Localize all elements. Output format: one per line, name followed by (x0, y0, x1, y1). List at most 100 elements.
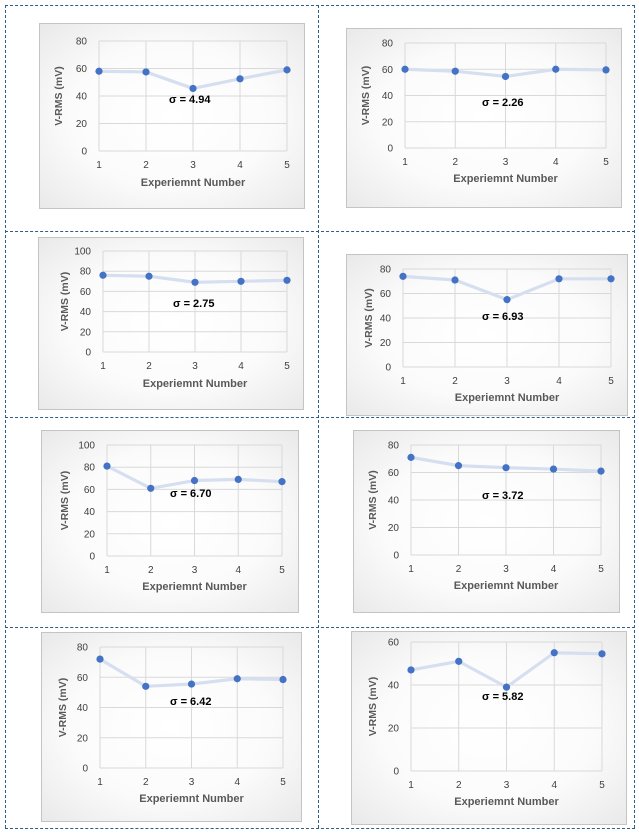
y-tick-label: 80 (382, 39, 394, 50)
x-tick-label: 1 (400, 376, 406, 387)
std-dev-annotation: σ = 2.75 (173, 298, 214, 310)
x-tick-label: 4 (234, 777, 240, 788)
chart-panel-3: 0 20 40 60 80 100 1 2 3 4 5 V-RMS (mV) Experiemnt Nu… (38, 237, 304, 410)
chart-svg: 0 20 40 60 80 1 2 3 4 5 V-RMS (mV) Experiemnt Numbe… (367, 441, 605, 592)
y-tick-label: 80 (76, 37, 88, 48)
y-tick-label: 20 (388, 724, 400, 735)
grid-divider (634, 5, 635, 828)
chart-svg: 0 20 40 60 80 100 1 2 3 4 5 V-RMS (mV) Experiemnt Nu… (59, 441, 286, 593)
data-point (501, 72, 510, 81)
x-axis-label: Experiemnt Number (455, 392, 560, 404)
y-tick-label: 40 (388, 496, 400, 507)
grid-divider (318, 5, 319, 828)
grid-divider (5, 627, 635, 628)
x-tick-label: 5 (284, 160, 290, 171)
x-tick-label: 3 (190, 160, 196, 171)
y-tick-label: 20 (382, 117, 394, 128)
std-dev-annotation: σ = 6.93 (482, 311, 523, 323)
data-point (189, 84, 197, 93)
grid-divider (5, 828, 635, 829)
data-point (550, 649, 558, 657)
x-tick-label: 1 (104, 565, 110, 576)
y-axis-label: V-RMS (mV) (360, 66, 372, 126)
x-tick-label: 5 (279, 565, 285, 576)
x-tick-label: 5 (603, 157, 609, 168)
x-tick-label: 2 (452, 157, 458, 168)
data-point (502, 683, 511, 691)
x-axis-label: Experiemnt Number (454, 796, 559, 808)
chart-panel-8: 0 20 40 60 1 2 3 4 5 V-RMS (mV) Experiemnt Number σ… (351, 631, 627, 825)
x-tick-label: 3 (192, 361, 198, 372)
y-tick-label: 40 (84, 507, 96, 518)
data-point (552, 65, 560, 73)
chart-panel-2: 0 20 40 60 80 1 2 3 4 5 V-RMS (mV) Experiemnt Numbe… (346, 28, 622, 208)
x-tick-label: 3 (189, 777, 195, 788)
x-tick-label: 4 (237, 160, 243, 171)
x-tick-label: 3 (504, 780, 510, 791)
x-tick-label: 4 (553, 157, 559, 168)
data-point (451, 67, 459, 75)
y-tick-label: 60 (380, 289, 392, 300)
data-point (142, 68, 150, 76)
y-tick-label: 60 (382, 65, 394, 76)
y-tick-label: 20 (77, 733, 89, 744)
y-tick-label: 40 (77, 703, 89, 714)
data-point (401, 65, 409, 73)
data-point (607, 275, 615, 283)
x-tick-label: 2 (456, 780, 462, 791)
x-axis-label: Experiemnt Number (139, 793, 244, 805)
chart-svg: 0 20 40 60 80 1 2 3 4 5 V-RMS (mV) Experiemnt Numbe… (57, 643, 287, 805)
data-point (191, 278, 199, 286)
y-axis-label: V-RMS (mV) (57, 678, 69, 738)
x-tick-label: 3 (192, 565, 198, 576)
y-tick-label: 60 (388, 638, 400, 649)
data-point (145, 272, 153, 280)
x-tick-label: 2 (143, 160, 149, 171)
x-axis-label: Experiemnt Number (453, 173, 558, 185)
y-tick-label: 60 (388, 468, 400, 479)
data-point (602, 66, 610, 74)
x-tick-label: 2 (143, 777, 149, 788)
x-tick-label: 5 (280, 777, 286, 788)
data-point (233, 675, 241, 683)
x-tick-label: 5 (599, 780, 605, 791)
y-tick-label: 40 (388, 681, 400, 692)
data-point (283, 66, 291, 74)
y-axis-label: V-RMS (mV) (363, 288, 375, 348)
data-point (555, 275, 563, 283)
y-tick-label: 0 (393, 767, 399, 778)
std-dev-annotation: σ = 5.82 (482, 691, 523, 703)
y-tick-label: 40 (80, 307, 92, 318)
y-axis-label: V-RMS (mV) (367, 677, 379, 737)
x-tick-label: 3 (503, 564, 509, 575)
data-point (147, 484, 155, 492)
x-tick-label: 1 (96, 160, 102, 171)
x-axis-label: Experiemnt Number (142, 581, 247, 593)
data-point (454, 462, 463, 470)
data-point (278, 478, 286, 486)
y-tick-label: 60 (80, 287, 92, 298)
chart-panel-6: 0 20 40 60 80 1 2 3 4 5 V-RMS (mV) Experiemnt Numbe… (353, 430, 620, 613)
data-point (502, 464, 510, 472)
std-dev-annotation: σ = 4.94 (169, 94, 211, 106)
x-axis-label: Experiemnt Number (143, 378, 248, 390)
data-point (237, 277, 245, 285)
data-point (598, 650, 606, 658)
x-tick-label: 3 (503, 157, 509, 168)
y-tick-label: 0 (85, 348, 91, 359)
data-point (597, 467, 605, 475)
chart-panel-7: 0 20 40 60 80 1 2 3 4 5 V-RMS (mV) Experiemnt Numbe… (41, 632, 302, 822)
data-point (455, 657, 463, 665)
data-point (236, 75, 244, 83)
y-axis-label: V-RMS (mV) (53, 66, 65, 126)
x-tick-label: 1 (402, 157, 408, 168)
y-tick-label: 80 (380, 265, 392, 276)
y-tick-label: 60 (76, 64, 88, 75)
chart-svg: 0 20 40 60 80 1 2 3 4 5 V-RMS (mV) Experiemnt Numbe… (363, 265, 615, 404)
y-tick-label: 20 (380, 338, 392, 349)
x-tick-label: 5 (284, 361, 290, 372)
x-tick-label: 4 (235, 565, 241, 576)
x-tick-label: 1 (408, 780, 414, 791)
data-point (99, 271, 107, 279)
data-point (407, 453, 415, 461)
